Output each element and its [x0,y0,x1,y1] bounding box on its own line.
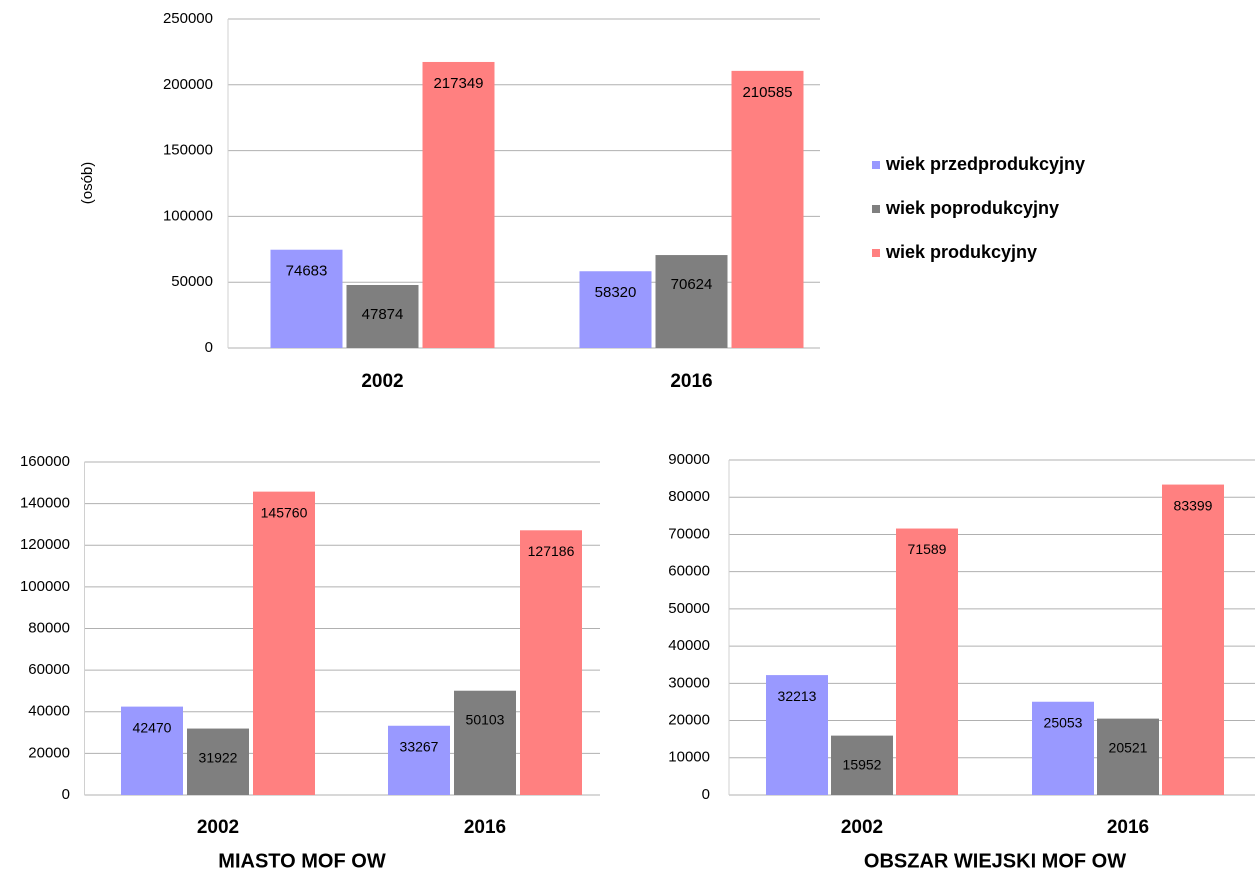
y-tick-label: 150000 [163,142,213,159]
data-label: 217349 [433,75,483,92]
data-label: 15952 [843,756,882,772]
data-label: 74683 [286,263,328,280]
bar [422,61,495,348]
y-tick-label: 60000 [668,563,710,580]
legend-label: wiek przedprodukcyjny [885,154,1085,174]
y-tick-label: 0 [62,786,70,803]
data-label: 127186 [528,543,575,559]
data-label: 25053 [1044,714,1083,730]
data-label: 210585 [742,84,792,101]
bar [346,284,419,348]
data-label: 50103 [466,711,505,727]
legend-swatch [872,161,880,169]
data-label: 83399 [1174,497,1213,513]
bar [896,528,958,795]
bar [388,725,450,795]
data-label: 32213 [778,688,817,704]
data-label: 20521 [1109,739,1148,755]
data-label: 47874 [362,306,404,323]
y-tick-label: 0 [205,339,213,356]
bar [454,690,516,795]
bar [731,70,804,348]
y-tick-label: 160000 [20,453,70,470]
legend-label: wiek poprodukcyjny [885,198,1059,218]
x-tick-label: 2002 [361,371,403,392]
bar [766,675,828,795]
chart-title: OBSZAR WIEJSKI MOF OW [864,850,1126,872]
y-axis-label: (osób) [79,162,96,205]
legend-label: wiek produkcyjny [885,242,1037,262]
y-tick-label: 60000 [28,661,70,678]
bar [655,255,728,348]
legend-swatch [872,205,880,213]
data-label: 71589 [908,541,947,557]
x-tick-label: 2002 [197,817,239,838]
bar [1032,701,1094,795]
bar [253,491,315,795]
x-tick-label: 2016 [670,371,712,392]
y-tick-label: 40000 [28,703,70,720]
y-tick-label: 120000 [20,536,70,553]
x-tick-label: 2016 [1107,817,1149,838]
y-tick-label: 80000 [668,488,710,505]
data-label: 58320 [595,284,637,301]
data-label: 145760 [261,504,308,520]
x-tick-label: 2002 [841,817,883,838]
bar [187,728,249,795]
y-tick-label: 50000 [171,273,213,290]
y-tick-label: 200000 [163,76,213,93]
bar [121,706,183,795]
y-tick-label: 80000 [28,619,70,636]
bar [270,249,343,348]
bar [579,271,652,348]
data-label: 70624 [671,276,713,293]
bar [520,530,582,795]
data-label: 31922 [199,749,238,765]
y-tick-label: 100000 [20,578,70,595]
y-tick-label: 250000 [163,10,213,27]
legend-swatch [872,249,880,257]
y-tick-label: 70000 [668,525,710,542]
y-tick-label: 20000 [668,712,710,729]
y-tick-label: 90000 [668,451,710,468]
bar [1097,718,1159,795]
y-tick-label: 30000 [668,674,710,691]
y-tick-label: 40000 [668,637,710,654]
data-label: 33267 [400,738,439,754]
y-tick-label: 10000 [668,749,710,766]
x-tick-label: 2016 [464,817,506,838]
y-tick-label: 140000 [20,495,70,512]
bar [831,735,893,795]
y-tick-label: 100000 [163,207,213,224]
bar [1162,484,1224,795]
data-label: 42470 [133,719,172,735]
y-tick-label: 50000 [668,600,710,617]
y-tick-label: 0 [702,786,710,803]
y-tick-label: 20000 [28,744,70,761]
chart-title: MIASTO MOF OW [218,850,386,872]
